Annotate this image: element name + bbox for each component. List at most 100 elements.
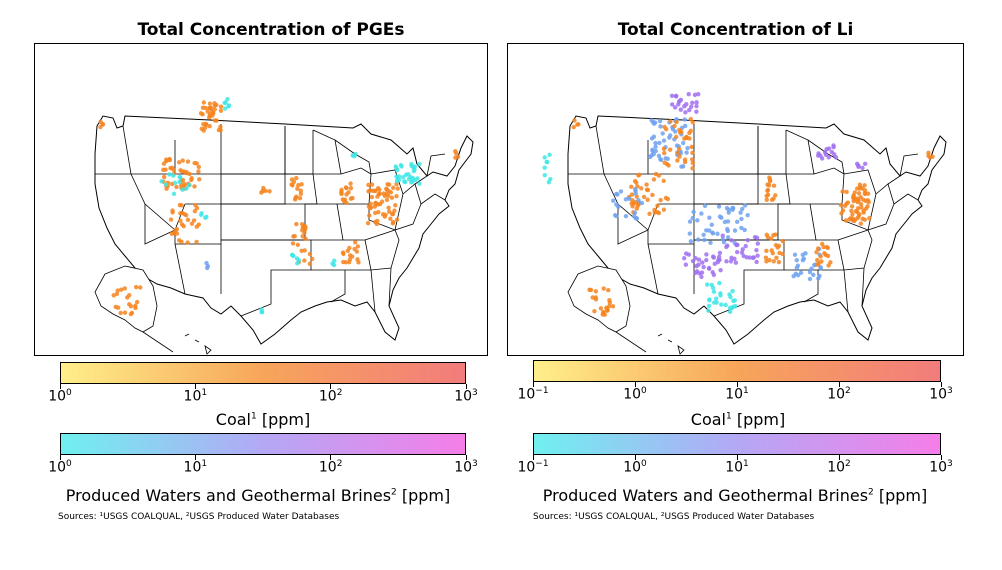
state-boundary [343, 239, 372, 271]
colorbar-tick-label: 100 [623, 386, 647, 403]
sample-point [838, 203, 844, 208]
sample-point [115, 305, 121, 310]
sample-point [401, 174, 406, 180]
sample-point [343, 185, 349, 190]
sample-point [355, 257, 360, 262]
sample-point [294, 256, 300, 261]
sample-point [676, 146, 682, 152]
sample-point [862, 217, 867, 222]
state-boundary [841, 169, 877, 231]
sample-point [794, 258, 799, 263]
state-boundary [312, 129, 342, 175]
sample-point [167, 156, 172, 162]
sample-point [205, 263, 211, 269]
sample-point [192, 160, 197, 166]
sample-point [651, 177, 657, 182]
sample-point [717, 214, 723, 219]
sample-point [815, 262, 820, 267]
sample-point [860, 165, 865, 171]
sample-point [722, 219, 728, 225]
sample-point [677, 98, 682, 104]
sample-point [862, 161, 868, 166]
sample-point [693, 255, 698, 261]
sample-point [690, 100, 695, 106]
sample-point [764, 193, 769, 199]
sample-point [394, 217, 400, 222]
state-boundary [144, 204, 176, 245]
sample-point [726, 210, 731, 215]
sample-point [632, 210, 638, 216]
sample-point [745, 213, 750, 218]
sample-point [652, 207, 657, 213]
sample-point [302, 258, 307, 263]
sample-point [134, 299, 140, 305]
sample-point [367, 213, 372, 218]
sample-point [222, 100, 227, 106]
sample-point [733, 260, 739, 265]
sample-point [690, 166, 695, 171]
sample-point [138, 285, 143, 290]
colorbar-tick [940, 382, 942, 387]
sample-point [295, 242, 301, 248]
sample-point [572, 118, 577, 123]
alaska-outline [142, 331, 174, 353]
sample-point [697, 271, 702, 276]
sample-point [814, 250, 819, 255]
sample-point [729, 238, 734, 243]
sample-point [203, 125, 208, 130]
sample-point [348, 196, 354, 201]
sample-point [815, 153, 821, 158]
sample-point [417, 161, 422, 167]
sample-point [614, 202, 619, 207]
sample-point [662, 160, 667, 165]
sample-point [727, 309, 733, 315]
sample-point [690, 150, 695, 156]
sample-point [815, 257, 820, 263]
sample-point [680, 140, 686, 146]
sample-point [826, 155, 831, 160]
colorbar-tick-label: 100 [48, 459, 72, 476]
state-boundary [174, 243, 186, 295]
sample-point [633, 216, 639, 221]
sample-point [669, 93, 675, 98]
sample-point [382, 214, 387, 219]
sample-point [649, 118, 654, 123]
sample-point [409, 180, 414, 185]
sample-point [633, 191, 638, 196]
sample-point [650, 148, 655, 154]
sample-point [718, 291, 723, 296]
li-water-colorbar-label: Produced Waters and Geothermal Brines2 [… [542, 486, 928, 505]
sample-point [391, 185, 396, 190]
colorbar-tick-label: 103 [454, 388, 478, 405]
sample-point [133, 303, 138, 308]
sample-point [689, 157, 695, 162]
sample-point [629, 192, 635, 197]
sample-point [764, 197, 769, 202]
sample-point [203, 121, 209, 127]
colorbar-tick-label: 103 [929, 459, 953, 476]
sample-point [542, 173, 548, 178]
sample-point [292, 197, 298, 202]
sample-point [455, 154, 461, 160]
sample-point [129, 310, 135, 316]
sample-point [98, 124, 103, 130]
sample-point [686, 91, 691, 97]
sample-point [699, 274, 704, 280]
state-boundary [174, 204, 222, 245]
sample-point [694, 263, 699, 269]
pge-map-title: Total Concentration of PGEs [137, 20, 405, 40]
sample-point [653, 144, 658, 150]
sample-point [656, 210, 662, 216]
sample-point [688, 104, 694, 110]
sample-point [773, 242, 779, 248]
sample-point [855, 215, 860, 221]
sample-point [816, 276, 821, 281]
sample-point [453, 148, 458, 154]
sample-point [688, 116, 693, 122]
sample-point [667, 147, 673, 152]
state-boundary [426, 153, 446, 177]
sample-point [639, 200, 645, 206]
sample-point [730, 207, 735, 212]
sample-point [406, 172, 411, 177]
sample-point [399, 164, 404, 169]
